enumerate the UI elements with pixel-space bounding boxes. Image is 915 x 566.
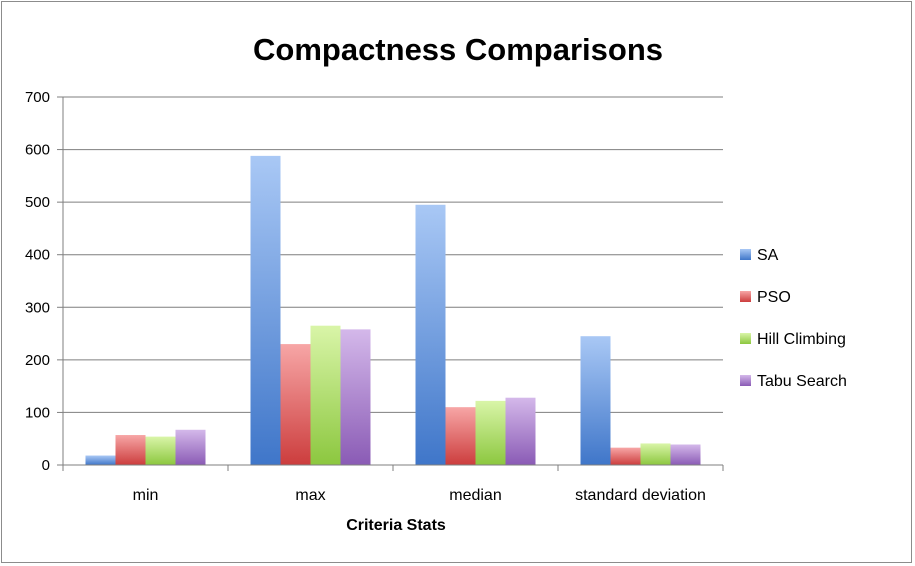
- x-category-labels: min max median standard deviation: [133, 487, 706, 504]
- bar-pso-max: [280, 344, 311, 465]
- bar-hill-climbing-standard-deviation: [640, 443, 671, 465]
- bar-pso-standard-deviation: [610, 447, 641, 465]
- legend-label-hill-climbing: Hill Climbing: [757, 331, 846, 348]
- bar-sa-median: [415, 204, 446, 465]
- bar-hill-climbing-max: [310, 325, 341, 465]
- bar-tabu-search-median: [505, 397, 536, 465]
- bar-pso-min: [115, 435, 146, 465]
- legend-swatch-sa: [740, 249, 751, 260]
- x-axis-title: Criteria Stats: [346, 517, 446, 534]
- bar-hill-climbing-min: [145, 436, 176, 465]
- y-tick-label: 600: [25, 142, 50, 159]
- y-tick-label: 0: [42, 457, 50, 474]
- x-category-label: max: [295, 487, 325, 504]
- y-tick-label: 700: [25, 89, 50, 106]
- x-category-label: min: [133, 487, 159, 504]
- y-tick-labels: 0 100 200 300 400 500 600 700: [25, 89, 50, 474]
- legend-swatch-tabu-search: [740, 375, 751, 386]
- x-category-label: median: [449, 487, 501, 504]
- bar-tabu-search-max: [340, 329, 371, 465]
- bar-pso-median: [445, 407, 476, 465]
- gridlines: [57, 96, 723, 466]
- bar-tabu-search-standard-deviation: [670, 444, 701, 465]
- bar-sa-min: [85, 455, 116, 465]
- legend: SA PSO Hill Climbing Tabu Search: [740, 247, 847, 390]
- axes: [62, 97, 724, 471]
- x-category-label: standard deviation: [575, 487, 706, 504]
- y-tick-label: 100: [25, 404, 50, 421]
- bar-sa-standard-deviation: [580, 336, 611, 465]
- y-tick-label: 500: [25, 194, 50, 211]
- bar-tabu-search-min: [175, 429, 206, 465]
- legend-label-pso: PSO: [757, 289, 791, 306]
- chart-title: Compactness Comparisons: [253, 32, 663, 67]
- bar-sa-max: [250, 155, 281, 465]
- legend-swatch-pso: [740, 291, 751, 302]
- legend-label-sa: SA: [757, 247, 779, 264]
- bar-hill-climbing-median: [475, 400, 506, 465]
- bars: [85, 155, 701, 465]
- y-tick-label: 200: [25, 352, 50, 369]
- legend-label-tabu-search: Tabu Search: [757, 373, 847, 390]
- y-tick-label: 400: [25, 247, 50, 264]
- legend-swatch-hill-climbing: [740, 333, 751, 344]
- y-tick-label: 300: [25, 299, 50, 316]
